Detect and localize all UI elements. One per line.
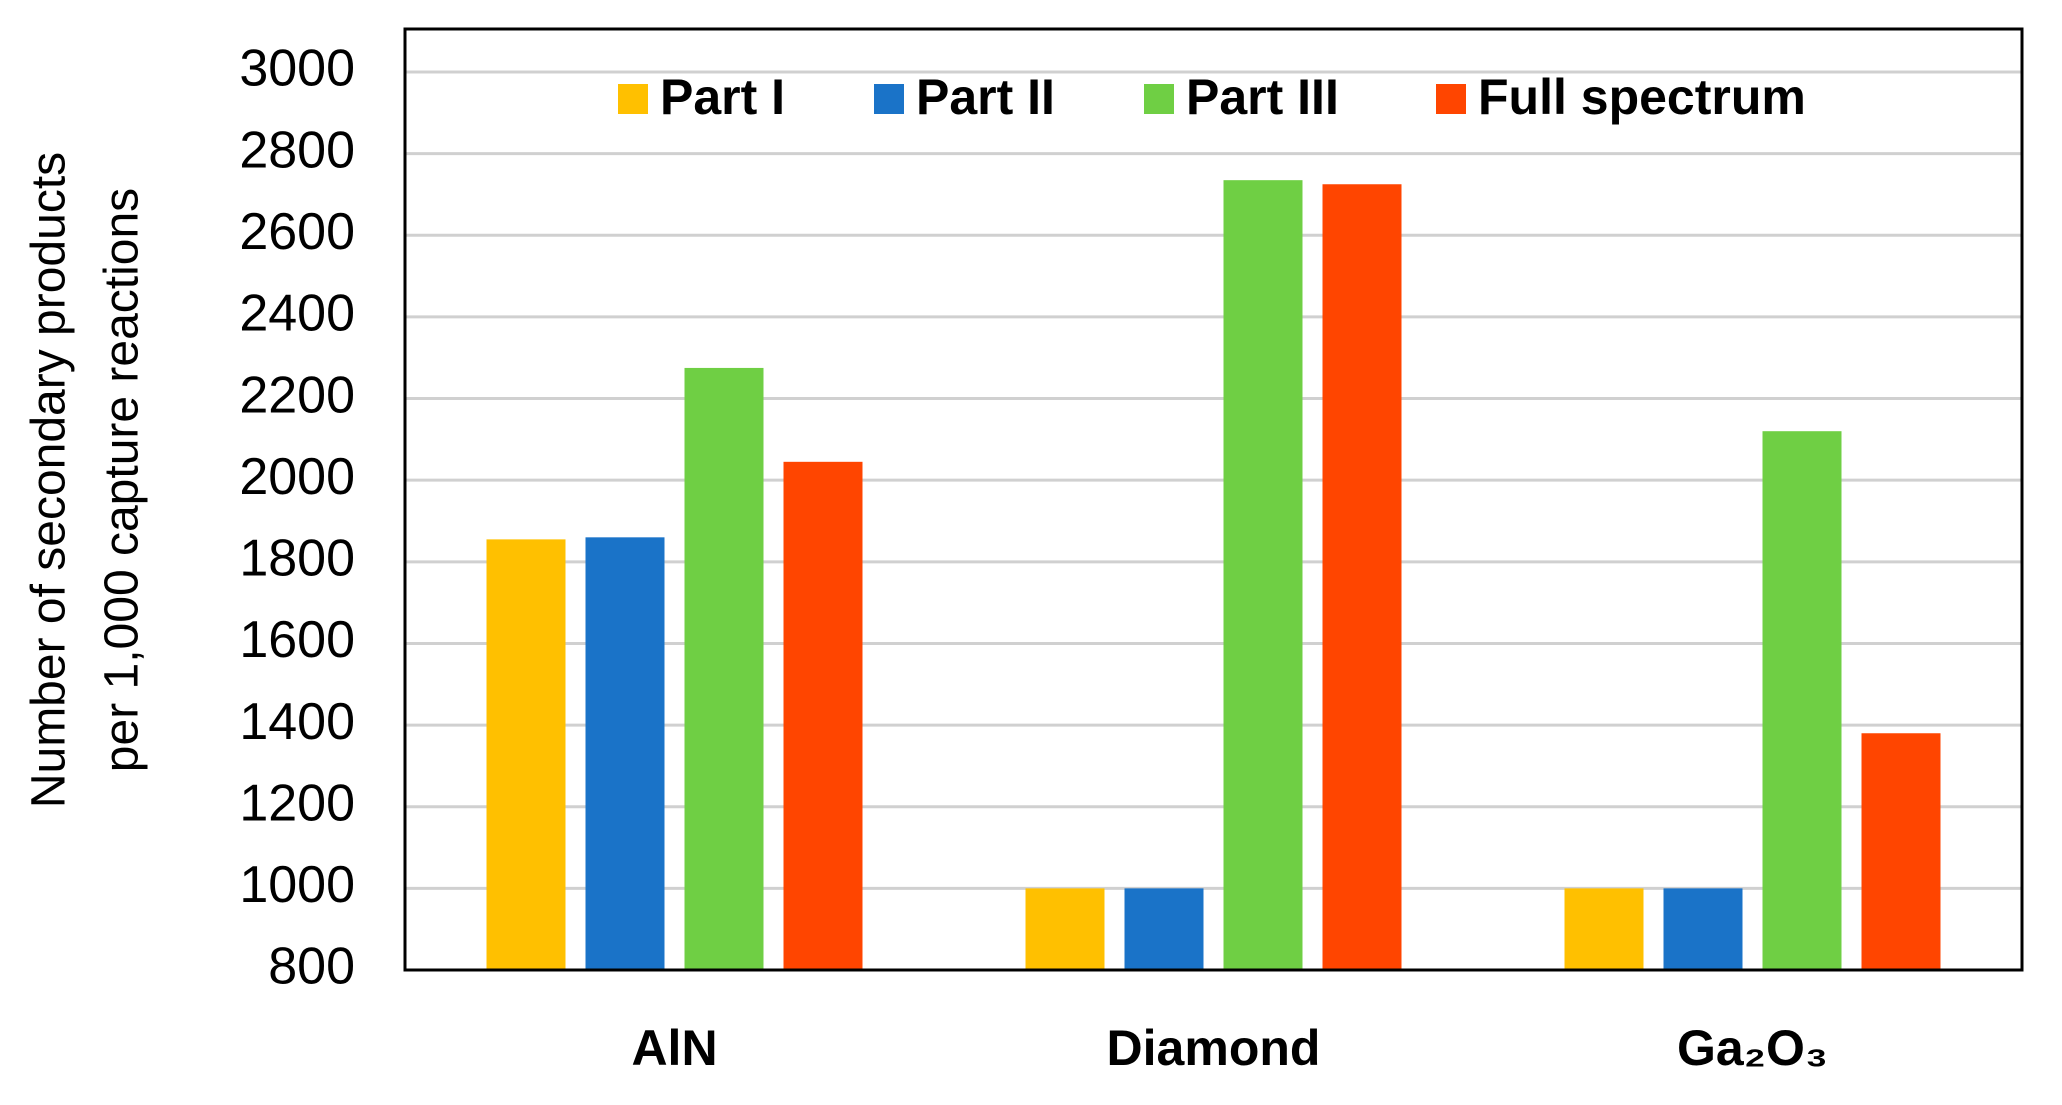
y-tick-label: 2800 <box>239 121 355 179</box>
legend-swatch <box>1144 84 1174 114</box>
bar <box>783 461 863 970</box>
bar <box>1322 184 1402 970</box>
bar <box>1861 733 1941 970</box>
y-tick-label: 2400 <box>239 285 355 343</box>
bar <box>1663 888 1743 970</box>
legend-label: Part II <box>916 69 1055 125</box>
legend-swatch <box>874 84 904 114</box>
legend-swatch <box>1436 84 1466 114</box>
y-tick-label: 1400 <box>239 693 355 751</box>
y-tick-label: 1000 <box>239 856 355 914</box>
y-tick-label: 2200 <box>239 366 355 424</box>
legend-label: Part III <box>1186 69 1339 125</box>
y-tick-label: 3000 <box>239 40 355 98</box>
y-axis-title: per 1,000 capture reactions <box>96 188 149 772</box>
y-tick-label: 1200 <box>239 774 355 832</box>
y-tick-label: 800 <box>268 938 355 996</box>
x-tick-label: AlN <box>631 1020 717 1076</box>
bar <box>1124 888 1204 970</box>
legend-label: Part I <box>660 69 785 125</box>
bar <box>486 539 566 970</box>
y-tick-label: 1600 <box>239 611 355 669</box>
legend-swatch <box>618 84 648 114</box>
legend-label: Full spectrum <box>1478 69 1806 125</box>
plot-frame <box>403 27 2024 972</box>
y-axis-title: Number of secondary products <box>23 152 76 808</box>
bar <box>1025 888 1105 970</box>
y-tick-label: 2600 <box>239 203 355 261</box>
bar <box>1564 888 1644 970</box>
bar <box>1223 180 1303 970</box>
bar <box>684 367 764 970</box>
y-tick-label: 1800 <box>239 530 355 588</box>
bar <box>585 537 665 970</box>
bar <box>1762 431 1842 970</box>
x-tick-label: Ga₂O₃ <box>1677 1020 1828 1076</box>
x-tick-label: Diamond <box>1107 1020 1321 1076</box>
y-tick-label: 2000 <box>239 448 355 506</box>
